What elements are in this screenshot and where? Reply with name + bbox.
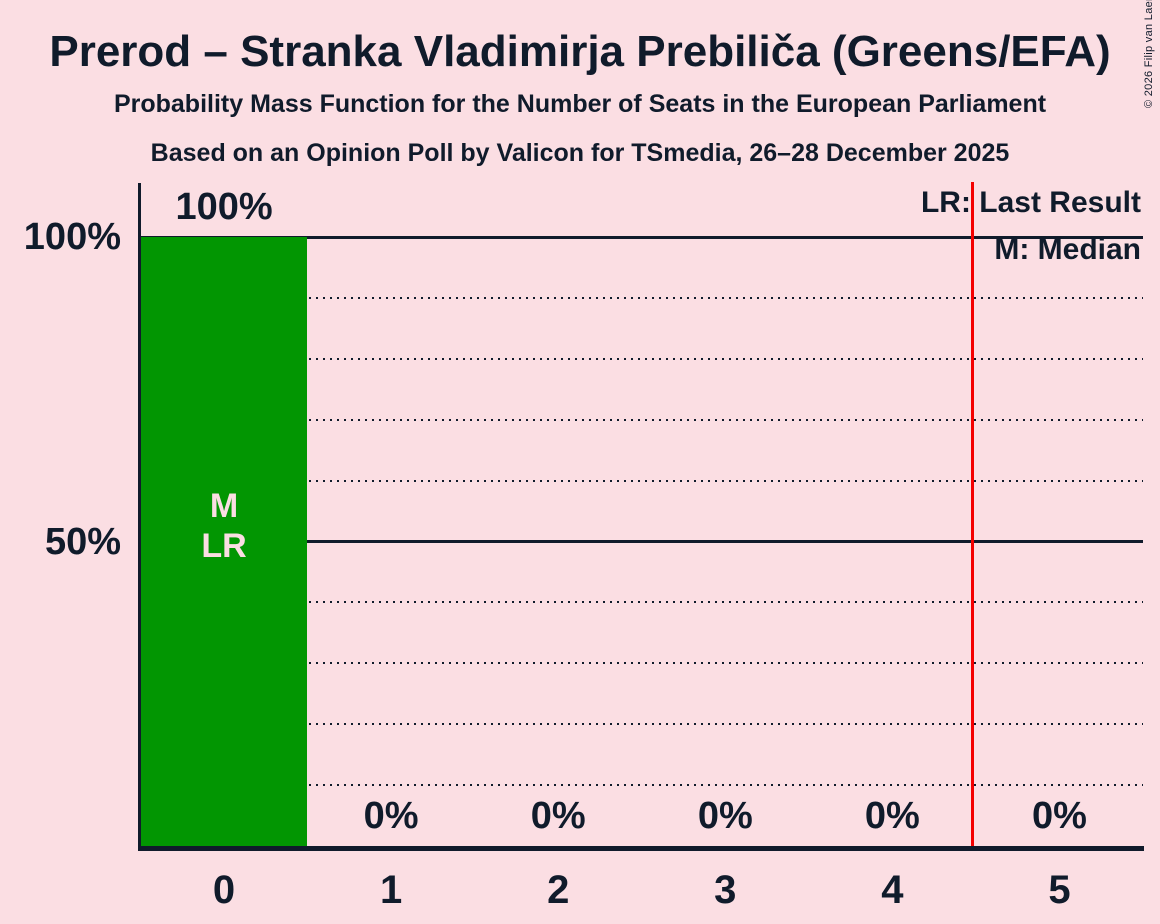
- y-tick-label-50: 50%: [44, 520, 121, 563]
- x-tick-label-1: 1: [379, 868, 403, 912]
- last-result-red-line: [971, 182, 974, 846]
- bar-value-label-4: 0%: [864, 795, 920, 837]
- gridline-dotted-20: [141, 723, 1143, 726]
- x-tick-label-5: 5: [1048, 868, 1071, 912]
- bar-seat-0: [141, 237, 308, 846]
- chart-subtitle: Probability Mass Function for the Number…: [113, 90, 1047, 118]
- gridline-solid-50: [141, 540, 1143, 543]
- bar-value-label-3: 0%: [697, 795, 753, 837]
- bar-marker-labels: M LR: [141, 486, 307, 566]
- gridline-dotted-40: [141, 601, 1143, 604]
- gridline-dotted-70: [141, 418, 1143, 421]
- bar-value-label-1: 0%: [363, 795, 419, 837]
- gridline-dotted-10: [141, 784, 1143, 787]
- x-tick-label-0: 0: [212, 868, 236, 912]
- x-axis-line: [138, 846, 1144, 851]
- bar-value-label-0: 100%: [175, 186, 273, 228]
- bar-value-label-5: 0%: [1031, 795, 1087, 837]
- median-marker: M: [209, 487, 239, 525]
- gridline-dotted-30: [141, 662, 1143, 665]
- bar-value-label-2: 0%: [530, 795, 586, 837]
- x-tick-label-2: 2: [547, 868, 570, 912]
- y-axis-line: [138, 183, 141, 851]
- gridline-dotted-90: [141, 296, 1143, 299]
- legend-median: M: Median: [994, 233, 1141, 266]
- last-result-marker: LR: [201, 527, 247, 565]
- y-tick-label-100: 100%: [23, 216, 121, 258]
- legend-last-result: LR: Last Result: [920, 186, 1141, 219]
- chart-source-line: Based on an Opinion Poll by Valicon for …: [150, 139, 1010, 167]
- gridline-dotted-60: [141, 479, 1143, 482]
- gridline-dotted-80: [141, 357, 1143, 360]
- x-tick-label-3: 3: [714, 868, 737, 912]
- x-tick-label-4: 4: [881, 868, 904, 912]
- chart-title: Prerod – Stranka Vladimirja Prebiliča (G…: [49, 27, 1111, 76]
- gridline-solid-100: [141, 235, 1143, 239]
